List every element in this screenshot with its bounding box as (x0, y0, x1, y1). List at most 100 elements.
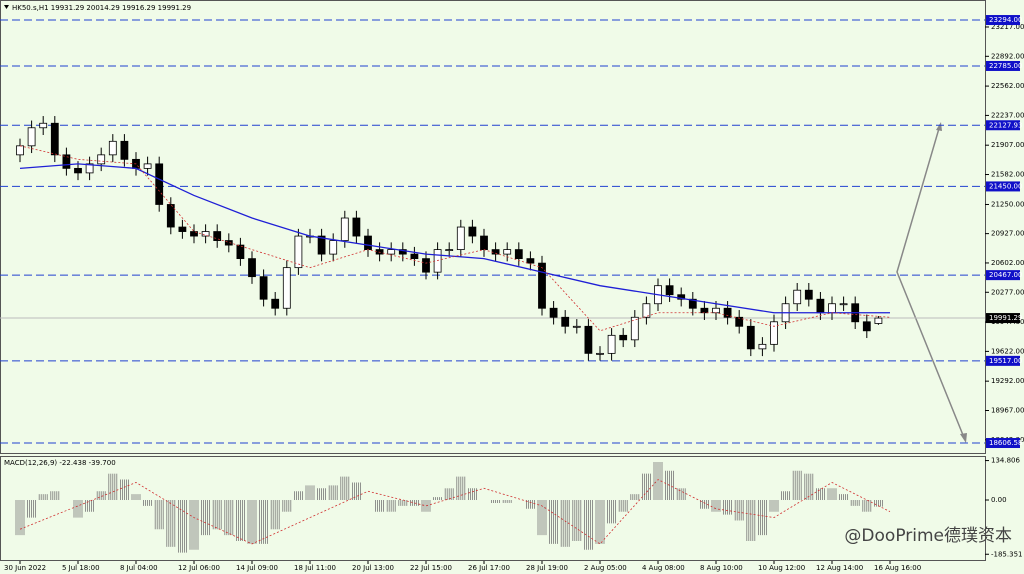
candle-body (445, 249, 454, 251)
header: HK50.s,H1 19931.29 20014.29 19916.29 199… (12, 4, 191, 12)
x-tick-label: 2 Aug 05:00 (584, 564, 627, 572)
candle-body (271, 298, 280, 309)
level-label: 21450.00 (989, 182, 1022, 190)
candle-body (85, 163, 94, 174)
level-box (986, 120, 1020, 131)
candle-body (27, 127, 36, 147)
candle-body (746, 325, 755, 350)
candle-body (700, 307, 709, 314)
candle-body (665, 285, 674, 296)
candle-body (770, 321, 778, 345)
candle-body (874, 317, 883, 324)
y-tick-label: 22237.00 (991, 111, 1024, 119)
level-label: 23294.00 (989, 16, 1022, 24)
candle-body (561, 316, 570, 327)
level-box (986, 355, 1020, 366)
x-tick-label: 10 Aug 12:00 (758, 564, 805, 572)
macd-title: MACD(12,26,9) -22.438 -39.700 (4, 459, 116, 467)
candle-body (839, 303, 848, 306)
candle-body (410, 253, 419, 260)
candle-body (259, 276, 268, 300)
candle-body (213, 231, 222, 241)
candle-body (39, 122, 48, 129)
candle-body (143, 163, 152, 169)
x-tick-label: 4 Aug 08:00 (642, 564, 685, 572)
candle-body (758, 343, 767, 350)
candle-body (607, 334, 616, 354)
y-tick-label: 21250.00 (991, 200, 1024, 208)
candle-body (526, 258, 535, 264)
candle-body (398, 249, 407, 255)
watermark: @DooPrime德璞资本 (844, 526, 1012, 546)
candle-body (340, 217, 349, 241)
x-tick-label: 8 Jul 04:00 (120, 564, 158, 572)
candle-body (642, 303, 651, 318)
y-tick-label: 20602.00 (991, 259, 1024, 267)
candle-body (97, 154, 106, 165)
x-tick-label: 16 Aug 16:00 (874, 564, 921, 572)
candle-body (549, 307, 558, 318)
candle-body (804, 289, 813, 300)
y-tick-label: 21907.00 (991, 141, 1024, 149)
x-tick-label: 5 Jul 18:00 (62, 564, 100, 572)
y-tick-label: 19292.00 (991, 377, 1024, 385)
candle-body (862, 321, 871, 332)
y-tick-label: -185.351 (991, 550, 1022, 558)
level-label: 22785.00 (989, 62, 1022, 70)
level-box (986, 438, 1020, 449)
candle-body (677, 294, 686, 300)
x-tick-label: 28 Jul 19:00 (526, 564, 568, 572)
level-label: 20467.00 (989, 271, 1022, 279)
candle-body (282, 267, 291, 309)
level-label: 18606.58 (989, 439, 1022, 447)
candle-body (50, 122, 59, 156)
candle-body (108, 140, 117, 156)
candle-body (201, 231, 210, 237)
candle-body (248, 258, 256, 278)
candle-body (236, 244, 245, 260)
candle-body (735, 316, 744, 327)
x-tick-label: 30 Jun 2022 (4, 564, 46, 572)
y-tick-label: 20277.00 (991, 288, 1024, 296)
candle-body (456, 226, 465, 250)
current-price-label: 19991.29 (989, 314, 1022, 322)
candle-body (433, 249, 442, 273)
candle-body (468, 226, 477, 237)
candle-body (793, 289, 802, 305)
candle-body (178, 226, 187, 232)
y-tick-label: 21582.00 (991, 171, 1024, 179)
y-tick-label: 0.00 (991, 496, 1007, 504)
y-tick-label: 20927.00 (991, 230, 1024, 238)
candle-body (74, 167, 82, 174)
candle-body (329, 240, 338, 255)
x-tick-label: 26 Jul 17:00 (468, 564, 510, 572)
candle-body (584, 325, 593, 354)
x-tick-label: 18 Jul 11:00 (294, 564, 336, 572)
moving-average (19, 163, 890, 314)
x-tick-label: 20 Jul 13:00 (352, 564, 394, 572)
macd-frame (0, 456, 986, 561)
candle-body (712, 307, 720, 314)
candle-body (422, 258, 430, 273)
candle-body (224, 240, 233, 246)
candle-body (688, 298, 697, 309)
candle-body (166, 204, 175, 228)
candle-body (62, 154, 71, 169)
x-tick-label: 14 Jul 09:00 (236, 564, 278, 572)
main-frame (0, 0, 986, 454)
candle-body (352, 217, 361, 237)
candle-body (155, 163, 164, 205)
level-label: 19517.00 (989, 357, 1022, 365)
candle-body (572, 325, 581, 328)
candle-body (480, 235, 488, 250)
candle-body (120, 140, 129, 160)
menu-arrow[interactable] (4, 5, 9, 9)
x-tick-label: 12 Aug 14:00 (816, 564, 863, 572)
level-box (986, 181, 1020, 192)
current-price-box (986, 313, 1020, 324)
candle-body (317, 235, 326, 255)
candle-body (538, 262, 546, 309)
